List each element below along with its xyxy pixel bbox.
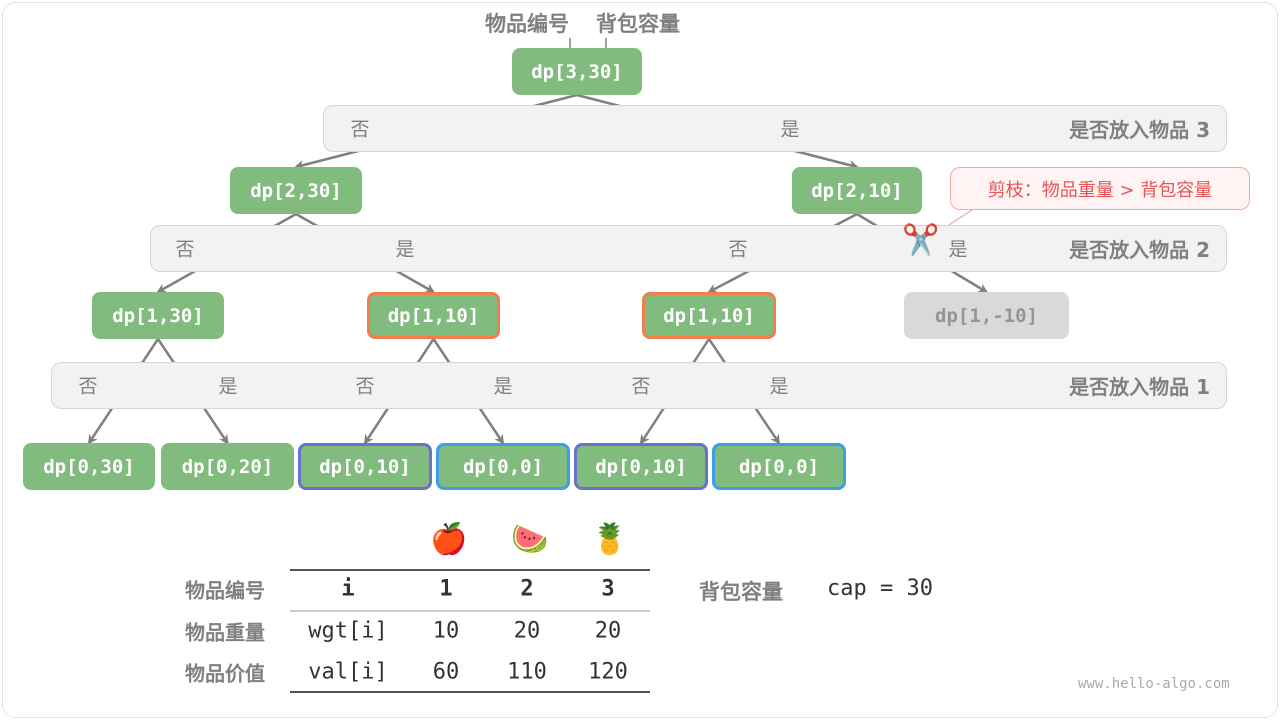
dp-node-label: dp[1,10] <box>663 304 755 327</box>
dp-node-label: dp[1,30] <box>112 304 204 327</box>
capacity-value: cap = 30 <box>827 576 933 601</box>
prune-note: 剪枝：物品重量 > 背包容量 <box>950 167 1250 210</box>
capacity-caption: 背包容量 <box>699 580 783 604</box>
watermelon-icon: 🍉 <box>511 522 549 557</box>
dp-node: dp[0,0] <box>436 443 570 490</box>
dp-node: dp[1,30] <box>92 292 224 339</box>
apple-icon: 🍎 <box>430 522 468 557</box>
choice-label: 是 <box>395 238 415 261</box>
dp-node-label: dp[2,30] <box>250 179 342 202</box>
dp-node-label: dp[3,30] <box>531 60 623 83</box>
table-cell: wgt[i] <box>308 618 388 644</box>
dp-node-label: dp[0,20] <box>181 455 274 478</box>
decision-band-3: 是否放入物品 3 <box>323 105 1227 152</box>
dp-node: dp[0,10] <box>574 443 708 490</box>
choice-label: 否 <box>728 238 748 261</box>
dp-node-label: dp[0,0] <box>738 455 820 478</box>
dp-node-label: dp[0,10] <box>319 455 411 478</box>
table-row-label: 物品价值 <box>185 661 265 686</box>
band-title: 是否放入物品 3 <box>1069 118 1210 142</box>
item-index-label: 物品编号 <box>485 12 569 36</box>
choice-label: 是 <box>218 375 238 398</box>
dp-node-label: dp[0,30] <box>43 455 135 478</box>
choice-label: 是 <box>493 375 513 398</box>
table-row-label: 物品编号 <box>185 578 265 603</box>
decision-band-1: 是否放入物品 1 <box>51 362 1227 409</box>
choice-label: 否 <box>78 375 98 398</box>
table-cell: val[i] <box>308 659 388 685</box>
table-cell: 20 <box>513 618 541 644</box>
table-cell: 3 <box>601 576 615 602</box>
dp-node-label: dp[1,-10] <box>935 304 1038 327</box>
dp-node: dp[0,30] <box>23 443 155 490</box>
dp-node: dp[1,10] <box>367 292 500 339</box>
dp-node-label: dp[1,10] <box>387 304 480 327</box>
dp-node: dp[1,10] <box>642 292 776 339</box>
table-cell: 110 <box>507 659 547 685</box>
dp-node: dp[0,20] <box>161 443 294 490</box>
pineapple-icon: 🍍 <box>591 522 629 557</box>
table-cell: 2 <box>520 576 534 602</box>
dp-node: dp[3,30] <box>512 48 642 95</box>
table-row-label: 物品重量 <box>185 620 265 645</box>
table-cell: 120 <box>588 659 628 685</box>
choice-label: 是 <box>769 375 789 398</box>
dp-node: dp[1,-10] <box>904 292 1069 339</box>
table-cell: 20 <box>594 618 622 644</box>
table-cell: 60 <box>432 659 460 685</box>
table-cell: i <box>341 576 355 602</box>
choice-label: 否 <box>355 375 375 398</box>
table-cell: 1 <box>439 576 453 602</box>
dp-node: dp[0,10] <box>298 443 432 490</box>
band-title: 是否放入物品 1 <box>1069 375 1210 399</box>
watermark: www.hello-algo.com <box>1078 676 1230 692</box>
dp-node-label: dp[0,0] <box>462 455 544 478</box>
dp-node: dp[2,10] <box>792 167 922 214</box>
choice-label: 是 <box>948 238 968 261</box>
band-title: 是否放入物品 2 <box>1069 238 1210 262</box>
dp-node-label: dp[2,10] <box>811 179 903 202</box>
scissors-icon: ✂️ <box>902 223 940 258</box>
dp-node: dp[2,30] <box>230 167 362 214</box>
choice-label: 是 <box>780 118 800 141</box>
decision-band-2: 是否放入物品 2 <box>150 225 1227 272</box>
table-top-rule <box>290 569 650 571</box>
choice-label: 否 <box>631 375 651 398</box>
choice-label: 否 <box>175 238 195 261</box>
choice-label: 否 <box>350 118 370 141</box>
dp-node-label: dp[0,10] <box>595 455 687 478</box>
table-mid-rule <box>290 610 650 612</box>
table-cell: 10 <box>432 618 460 644</box>
table-bottom-rule <box>290 691 650 693</box>
dp-node: dp[0,0] <box>712 443 846 490</box>
capacity-label: 背包容量 <box>596 12 680 36</box>
